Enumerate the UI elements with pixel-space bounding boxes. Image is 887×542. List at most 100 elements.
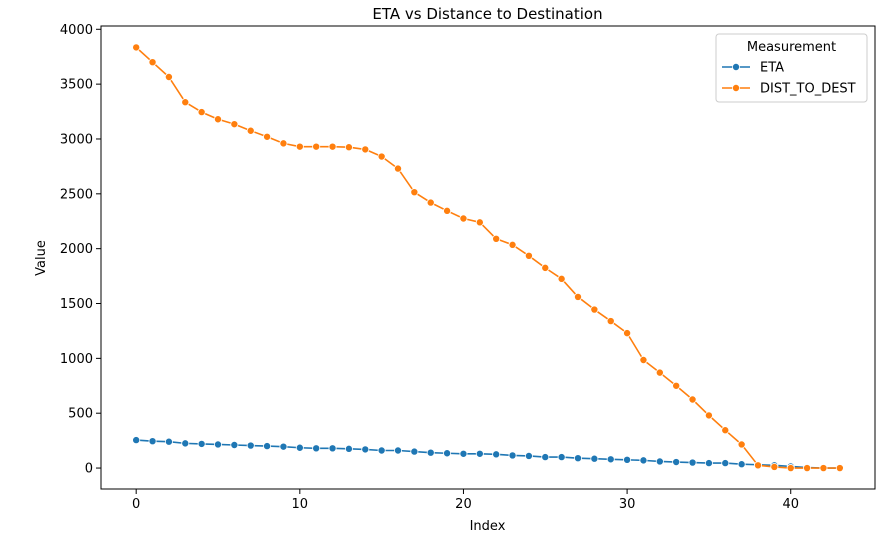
y-tick-label: 2500 (60, 187, 93, 202)
data-point-eta (574, 454, 583, 463)
data-point-eta (132, 436, 141, 445)
data-point-eta (213, 440, 222, 449)
data-point-eta (492, 450, 501, 459)
data-point-eta (606, 455, 615, 464)
y-tick-label: 500 (68, 407, 93, 422)
data-point-dist-to-dest (197, 108, 206, 117)
y-tick-label: 4000 (60, 23, 93, 38)
data-point-dist-to-dest (672, 381, 681, 390)
data-point-eta (721, 459, 730, 468)
data-point-dist-to-dest (508, 240, 517, 249)
data-point-eta (312, 444, 321, 453)
data-point-eta (426, 448, 435, 457)
data-point-dist-to-dest (312, 142, 321, 151)
data-point-dist-to-dest (263, 132, 272, 141)
data-point-dist-to-dest (803, 464, 812, 473)
data-point-eta (181, 439, 190, 448)
data-point-dist-to-dest (181, 98, 190, 107)
data-point-dist-to-dest (393, 164, 402, 173)
legend-box (715, 33, 868, 103)
data-point-dist-to-dest (164, 73, 173, 82)
data-point-eta (541, 453, 550, 462)
y-tick-label: 0 (85, 462, 93, 477)
legend: Measurement ETA DIST_TO_DEST (715, 33, 868, 103)
data-point-eta (672, 458, 681, 467)
data-point-dist-to-dest (213, 115, 222, 124)
plot-frame (100, 25, 876, 490)
data-point-dist-to-dest (606, 317, 615, 326)
data-point-eta (377, 446, 386, 455)
data-point-dist-to-dest (819, 464, 828, 473)
data-point-eta (459, 449, 468, 458)
data-point-dist-to-dest (688, 395, 697, 404)
data-point-eta (230, 441, 239, 450)
data-point-dist-to-dest (639, 355, 648, 364)
data-point-dist-to-dest (377, 152, 386, 161)
data-point-dist-to-dest (295, 142, 304, 151)
plot-area: 0 10 20 30 40 0 500 1000 1500 2000 2500 3000 3500 400… (60, 23, 844, 512)
data-point-eta (639, 456, 648, 465)
legend-marker-dist-to-dest (732, 84, 741, 93)
data-point-eta (410, 447, 419, 456)
data-point-eta (148, 437, 157, 446)
data-point-eta (655, 457, 664, 466)
y-tick-label: 2000 (60, 242, 93, 257)
data-point-dist-to-dest (704, 411, 713, 420)
data-point-eta (557, 453, 566, 462)
data-point-eta (295, 443, 304, 452)
data-point-dist-to-dest (328, 142, 337, 151)
x-axis-label: Index (470, 519, 506, 534)
data-point-dist-to-dest (786, 464, 795, 473)
legend-label-dist-to-dest: DIST_TO_DEST (760, 82, 856, 97)
data-point-dist-to-dest (590, 305, 599, 314)
x-tick-label: 0 (132, 497, 140, 512)
x-tick-label: 30 (619, 497, 636, 512)
data-point-dist-to-dest (655, 368, 664, 377)
data-point-dist-to-dest (246, 126, 255, 135)
data-point-eta (279, 442, 288, 451)
y-tick-label: 1500 (60, 297, 93, 312)
data-point-dist-to-dest (475, 218, 484, 227)
data-point-eta (246, 441, 255, 450)
data-point-eta (344, 444, 353, 453)
data-point-eta (737, 460, 746, 469)
data-point-dist-to-dest (344, 143, 353, 152)
data-point-dist-to-dest (279, 139, 288, 148)
data-point-eta (263, 442, 272, 451)
data-point-dist-to-dest (557, 274, 566, 283)
legend-label-eta: ETA (760, 61, 784, 76)
data-point-eta (475, 449, 484, 458)
data-point-dist-to-dest (230, 120, 239, 129)
data-point-eta (508, 451, 517, 460)
data-point-dist-to-dest (541, 263, 550, 272)
data-point-dist-to-dest (524, 251, 533, 260)
data-point-dist-to-dest (721, 426, 730, 435)
data-point-dist-to-dest (623, 329, 632, 338)
data-point-eta (524, 451, 533, 460)
x-tick-label: 40 (782, 497, 799, 512)
data-point-eta (328, 444, 337, 453)
x-tick-label: 10 (292, 497, 309, 512)
data-point-eta (443, 449, 452, 458)
data-point-eta (704, 459, 713, 468)
data-point-eta (590, 454, 599, 463)
data-point-dist-to-dest (574, 292, 583, 301)
data-point-dist-to-dest (459, 214, 468, 223)
data-point-dist-to-dest (410, 188, 419, 197)
data-point-eta (393, 446, 402, 455)
data-point-dist-to-dest (361, 145, 370, 154)
data-point-dist-to-dest (426, 198, 435, 207)
data-point-eta (197, 439, 206, 448)
data-point-dist-to-dest (492, 234, 501, 243)
data-point-eta (361, 445, 370, 454)
data-point-dist-to-dest (835, 464, 844, 473)
data-point-dist-to-dest (148, 58, 157, 67)
data-point-dist-to-dest (132, 43, 141, 52)
legend-marker-eta (732, 63, 741, 72)
data-point-dist-to-dest (737, 440, 746, 449)
y-tick-label: 1000 (60, 352, 93, 367)
data-point-dist-to-dest (443, 206, 452, 215)
y-tick-label: 3500 (60, 78, 93, 93)
